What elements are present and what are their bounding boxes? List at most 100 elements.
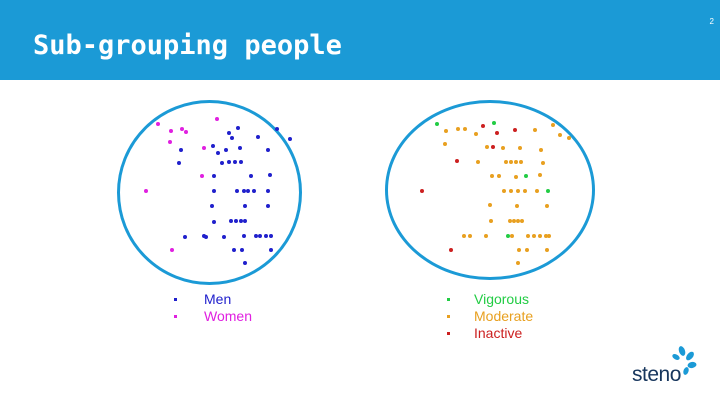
men-dot bbox=[242, 234, 246, 238]
men-dot bbox=[183, 235, 187, 239]
women-dot bbox=[169, 129, 173, 133]
activity-group-circle bbox=[385, 100, 595, 280]
men-dot bbox=[275, 127, 279, 131]
inactive-dot bbox=[420, 189, 424, 193]
moderate-dot bbox=[551, 123, 555, 127]
moderate-dot bbox=[539, 148, 543, 152]
men-dot bbox=[211, 144, 215, 148]
women-dot bbox=[215, 117, 219, 121]
men-dot bbox=[220, 161, 224, 165]
slide-number: 2 bbox=[709, 17, 714, 26]
moderate-dot bbox=[501, 146, 505, 150]
moderate-dot bbox=[516, 261, 520, 265]
men-dot bbox=[212, 174, 216, 178]
men-dot bbox=[266, 204, 270, 208]
moderate-dot bbox=[468, 234, 472, 238]
moderate-dot bbox=[490, 174, 494, 178]
men-dot bbox=[246, 189, 250, 193]
moderate-dot bbox=[508, 219, 512, 223]
men-dot bbox=[256, 135, 260, 139]
men-dot bbox=[269, 234, 273, 238]
moderate-dot bbox=[558, 133, 562, 137]
men-dot bbox=[249, 174, 253, 178]
men-dot bbox=[243, 219, 247, 223]
men-dot bbox=[236, 126, 240, 130]
moderate-dot bbox=[538, 173, 542, 177]
moderate-dot bbox=[541, 161, 545, 165]
inactive-dot bbox=[481, 124, 485, 128]
men-dot bbox=[264, 234, 268, 238]
moderate-dot bbox=[474, 132, 478, 136]
inactive-dot bbox=[449, 248, 453, 252]
moderate-dot bbox=[535, 189, 539, 193]
men-dot bbox=[240, 248, 244, 252]
women-dot bbox=[144, 189, 148, 193]
men-dot bbox=[233, 160, 237, 164]
bullet-icon bbox=[174, 315, 177, 318]
moderate-dot bbox=[547, 234, 551, 238]
bullet-icon bbox=[447, 298, 450, 301]
moderate-dot bbox=[514, 160, 518, 164]
logo-text: steno bbox=[632, 363, 681, 386]
men-dot bbox=[242, 189, 246, 193]
legend-label-inactive: Inactive bbox=[474, 325, 523, 341]
men-dot bbox=[210, 204, 214, 208]
moderate-dot bbox=[532, 234, 536, 238]
vigorous-dot bbox=[506, 234, 510, 238]
inactive-dot bbox=[495, 131, 499, 135]
bullet-icon bbox=[447, 315, 450, 318]
moderate-dot bbox=[567, 136, 571, 140]
title-bar: Sub-grouping people 2 bbox=[0, 0, 720, 80]
inactive-dot bbox=[491, 145, 495, 149]
moderate-dot bbox=[518, 146, 522, 150]
moderate-dot bbox=[545, 204, 549, 208]
men-dot bbox=[268, 173, 272, 177]
men-dot bbox=[232, 248, 236, 252]
moderate-dot bbox=[523, 189, 527, 193]
men-dot bbox=[229, 219, 233, 223]
women-dot bbox=[168, 140, 172, 144]
moderate-dot bbox=[515, 204, 519, 208]
bullet-icon bbox=[447, 332, 450, 335]
moderate-dot bbox=[489, 219, 493, 223]
moderate-dot bbox=[526, 234, 530, 238]
steno-flower-icon bbox=[672, 346, 697, 375]
men-dot bbox=[269, 248, 273, 252]
moderate-dot bbox=[497, 174, 501, 178]
women-dot bbox=[184, 130, 188, 134]
women-dot bbox=[156, 122, 160, 126]
moderate-dot bbox=[545, 248, 549, 252]
moderate-dot bbox=[512, 219, 516, 223]
moderate-dot bbox=[520, 219, 524, 223]
moderate-dot bbox=[484, 234, 488, 238]
men-dot bbox=[258, 234, 262, 238]
moderate-dot bbox=[504, 160, 508, 164]
women-dot bbox=[170, 248, 174, 252]
moderate-dot bbox=[519, 160, 523, 164]
moderate-dot bbox=[444, 129, 448, 133]
moderate-dot bbox=[488, 203, 492, 207]
legend-label-women: Women bbox=[204, 308, 252, 324]
moderate-dot bbox=[514, 175, 518, 179]
moderate-dot bbox=[443, 142, 447, 146]
men-dot bbox=[243, 261, 247, 265]
moderate-dot bbox=[544, 234, 548, 238]
men-dot bbox=[227, 160, 231, 164]
men-dot bbox=[234, 219, 238, 223]
men-dot bbox=[177, 161, 181, 165]
men-dot bbox=[266, 189, 270, 193]
moderate-dot bbox=[509, 160, 513, 164]
men-dot bbox=[230, 136, 234, 140]
women-dot bbox=[200, 174, 204, 178]
steno-logo: steno bbox=[630, 345, 702, 386]
moderate-dot bbox=[456, 127, 460, 131]
vigorous-dot bbox=[492, 121, 496, 125]
inactive-dot bbox=[455, 159, 459, 163]
gender-group-circle bbox=[117, 100, 302, 285]
moderate-dot bbox=[525, 248, 529, 252]
moderate-dot bbox=[476, 160, 480, 164]
men-dot bbox=[288, 137, 292, 141]
moderate-dot bbox=[502, 189, 506, 193]
moderate-dot bbox=[516, 189, 520, 193]
women-dot bbox=[180, 127, 184, 131]
